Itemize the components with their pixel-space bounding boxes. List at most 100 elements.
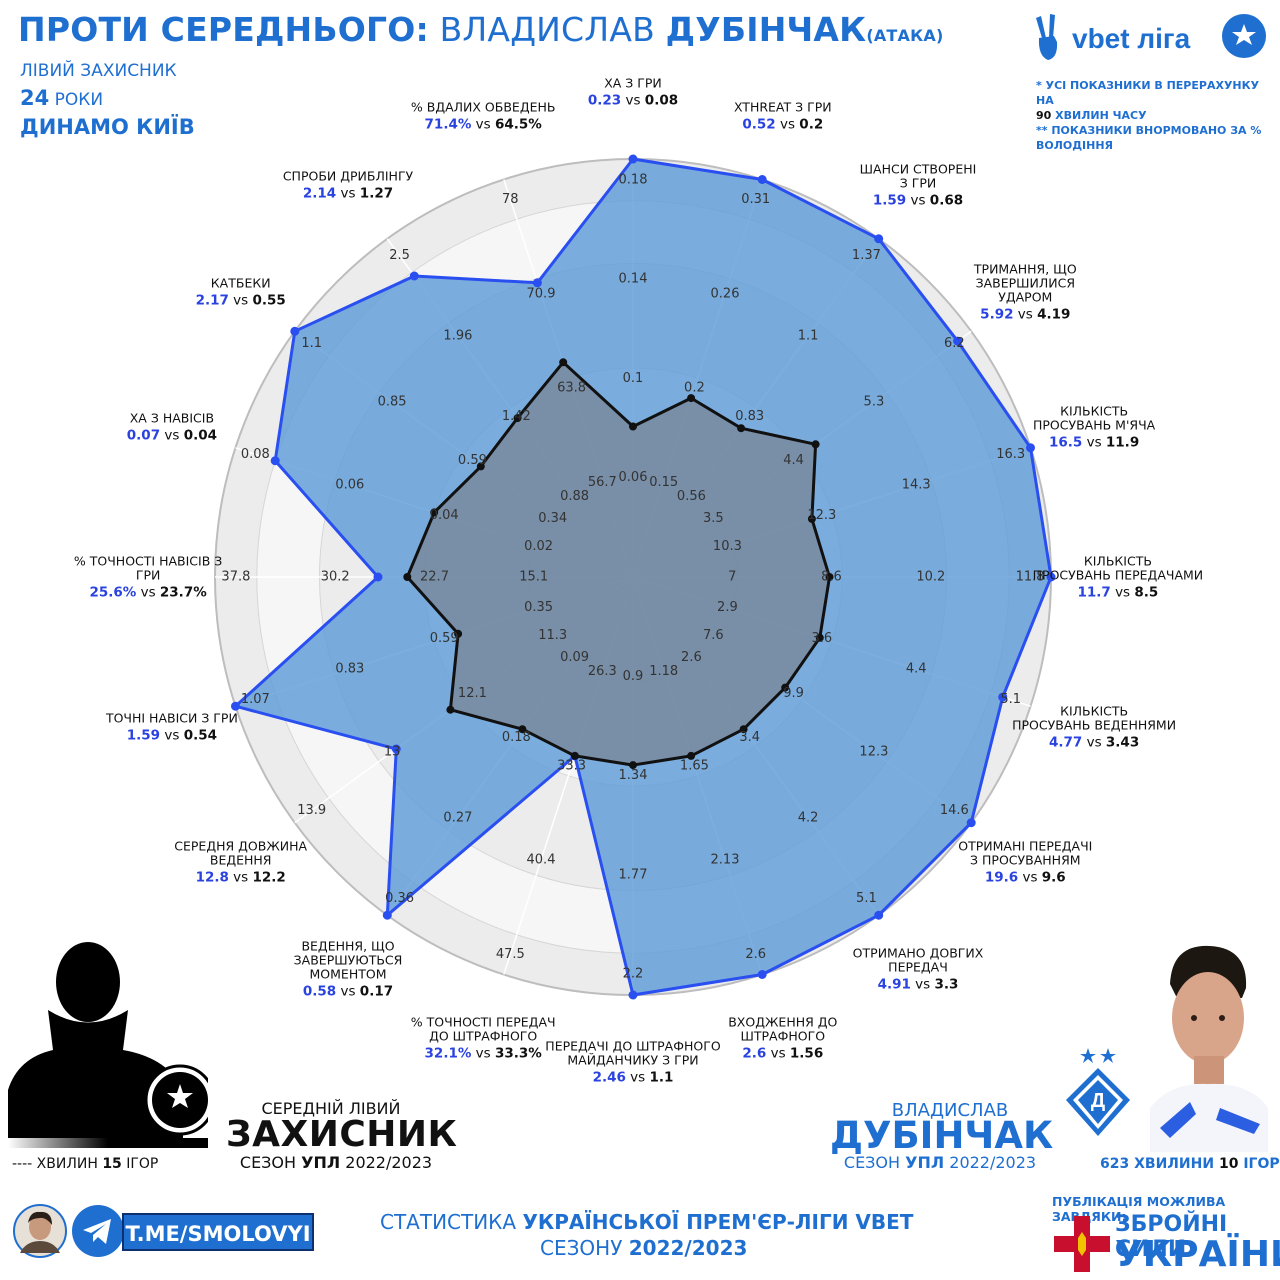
axis-values: 32.1% vs 33.3%: [411, 1047, 556, 1061]
average-point: [454, 629, 463, 638]
axis-label-text: З ГРИ: [899, 175, 937, 191]
tick-label: 10.3: [713, 539, 742, 554]
axis-label: XA З ГРИ 0.23 vs 0.08: [588, 76, 679, 109]
axis-values: 16.5 vs 11.9: [1033, 436, 1155, 450]
player-value: 12.8: [195, 869, 229, 886]
tick-label: 1.07: [241, 692, 270, 707]
player-value: 2.46: [592, 1069, 626, 1086]
axis-label-text: МОМЕНТОМ: [309, 966, 387, 982]
footer-season-line: СЕЗОНУ 2022/2023: [540, 1236, 748, 1260]
axis-label-text: ПЕРЕДАЧ: [888, 959, 948, 975]
average-point: [781, 683, 790, 692]
average-point: [570, 751, 579, 760]
player-value: 1.59: [126, 727, 161, 744]
axis-label: СПРОБИ ДРИБЛІНГУ 2.14 vs 1.27: [282, 168, 414, 201]
axis-label-text: З ПРОСУВАННЯМ: [970, 852, 1081, 868]
note-4: ВОЛОДІННЯ: [1036, 139, 1113, 152]
title-mode: (АТАКА): [866, 26, 944, 45]
dynamo-kyiv-logo: Д: [1066, 1048, 1130, 1136]
tick-label: 3.6: [811, 631, 832, 646]
tick-label: 4.4: [783, 453, 804, 468]
axis-values: 71.4% vs 64.5%: [411, 117, 556, 131]
vs-separator: vs: [471, 1045, 495, 1062]
tick-label: 47.5: [496, 947, 525, 962]
axis-label-text: ДО ШТРАФНОГО: [429, 1028, 538, 1044]
average-point: [815, 633, 824, 642]
tick-label: 12.1: [458, 686, 487, 701]
axis-label: КІЛЬКІСТЬ ПРОСУВАНЬ ВЕДЕННЯМИ 4.77 vs 3.43: [1012, 704, 1177, 751]
title-player-first: ВЛАДИСЛАВ: [439, 10, 655, 49]
player-photo: [1150, 945, 1268, 1152]
tick-label: 5.3: [864, 394, 885, 409]
axis-label-text: СЕРЕДНЯ ДОВЖИНА: [174, 838, 308, 854]
axis-label-text: СПРОБИ ДРИБЛІНГУ: [282, 168, 414, 184]
axis-values: 25.6% vs 23.7%: [74, 586, 222, 600]
player-point: [874, 234, 884, 244]
average-value: 0.08: [644, 92, 679, 109]
average-value: 9.6: [1041, 869, 1066, 886]
axis-label-text: ВХОДЖЕННЯ ДО: [728, 1014, 838, 1030]
axis-label-text: КАТБЕКИ: [210, 275, 271, 291]
vs-separator: vs: [160, 727, 184, 744]
axis-label-text: % ТОЧНОСТІ НАВІСІВ З: [73, 553, 223, 569]
axis-label: % ТОЧНОСТІ НАВІСІВ З ГРИ 25.6% vs 23.7%: [73, 553, 223, 600]
telegram-icon[interactable]: [70, 1203, 126, 1259]
tick-label: 2.5: [389, 248, 410, 263]
telegram-link[interactable]: T.ME/SMOLOVYI: [122, 1213, 314, 1251]
radar-tick-labels: 0.06 0.1 0.14 0.18 0.15 0.2 0.26 0.31 0.56 0.83 1.…: [221, 172, 1044, 981]
average-season: СЕЗОН УПЛ 2022/2023: [239, 1153, 433, 1172]
axis-label-text: УДАРОМ: [998, 289, 1053, 305]
player-value: 5.92: [980, 306, 1014, 323]
player-age-number: 24: [20, 86, 50, 110]
tick-label: 0.15: [649, 475, 678, 490]
player-season: СЕЗОН УПЛ 2022/2023: [843, 1153, 1037, 1172]
tick-label: 11.3: [538, 628, 567, 643]
tick-label: 12.3: [807, 508, 836, 523]
tick-label: 0.59: [430, 631, 459, 646]
tick-label: 0.02: [524, 539, 553, 554]
player-point: [270, 456, 280, 466]
axis-label: ОТРИМАНО ДОВГИХ ПЕРЕДАЧ 4.91 vs 3.3: [853, 946, 984, 993]
axis-label-text: ПРОСУВАНЬ М'ЯЧА: [1032, 417, 1156, 433]
axis-label-text: % ВДАЛИХ ОБВЕДЕНЬ: [410, 99, 556, 115]
tick-label: 1.1: [301, 336, 322, 351]
player-value: 2.17: [195, 292, 229, 309]
vbet-league-logo: vbet ліга: [1036, 14, 1266, 60]
axis-values: 11.7 vs 8.5: [1033, 586, 1204, 600]
tick-label: 16.3: [996, 447, 1025, 462]
axis-values: 12.8 vs 12.2: [174, 871, 307, 885]
vs-separator: vs: [160, 427, 184, 444]
tick-label: 1.42: [502, 409, 531, 424]
note-1: * УСІ ПОКАЗНИКИ В ПЕРЕРАХУНКУ НА: [1036, 79, 1260, 107]
axis-label: КІЛЬКІСТЬ ПРОСУВАНЬ ПЕРЕДАЧАМИ 11.7 vs 8.5: [1033, 554, 1204, 600]
tick-label: 2.6: [681, 650, 702, 665]
axis-label-text: ЗАВЕРШИЛИСЯ: [975, 275, 1076, 291]
tick-label: 13: [384, 745, 401, 760]
player-point: [953, 336, 963, 346]
player-point: [874, 910, 884, 920]
average-value: 1.1: [649, 1069, 674, 1086]
tick-label: 1.34: [619, 768, 648, 783]
average-value: 1.27: [359, 185, 394, 202]
player-value: 19.6: [984, 869, 1019, 886]
tick-label: 1.37: [852, 248, 881, 263]
player-card-first-name: ВЛАДИСЛАВ: [891, 1100, 1009, 1121]
average-value: 8.5: [1134, 584, 1159, 601]
league-name: vbet ліга: [1072, 23, 1191, 54]
axis-values: 2.14 vs 1.27: [283, 186, 413, 200]
player-value: 2.14: [302, 185, 337, 202]
axis-label-text: XA З НАВІСІВ: [129, 410, 215, 426]
tick-label: 0.83: [735, 409, 764, 424]
average-value: 0.54: [183, 727, 217, 744]
tick-label: 2.13: [711, 853, 740, 868]
average-value: 3.3: [934, 976, 959, 993]
tick-label: 0.88: [560, 489, 589, 504]
average-point: [739, 725, 748, 734]
vs-separator: vs: [910, 976, 935, 993]
vs-separator: vs: [1082, 734, 1106, 751]
player-info: ЛІВИЙ ЗАХИСНИК 24 РОКИ ДИНАМО КИЇВ: [20, 58, 195, 141]
player-point: [231, 701, 240, 711]
player-position: ЛІВИЙ ЗАХИСНИК: [20, 61, 177, 81]
axis-label-text: ПРОСУВАНЬ ВЕДЕННЯМИ: [1012, 717, 1177, 733]
